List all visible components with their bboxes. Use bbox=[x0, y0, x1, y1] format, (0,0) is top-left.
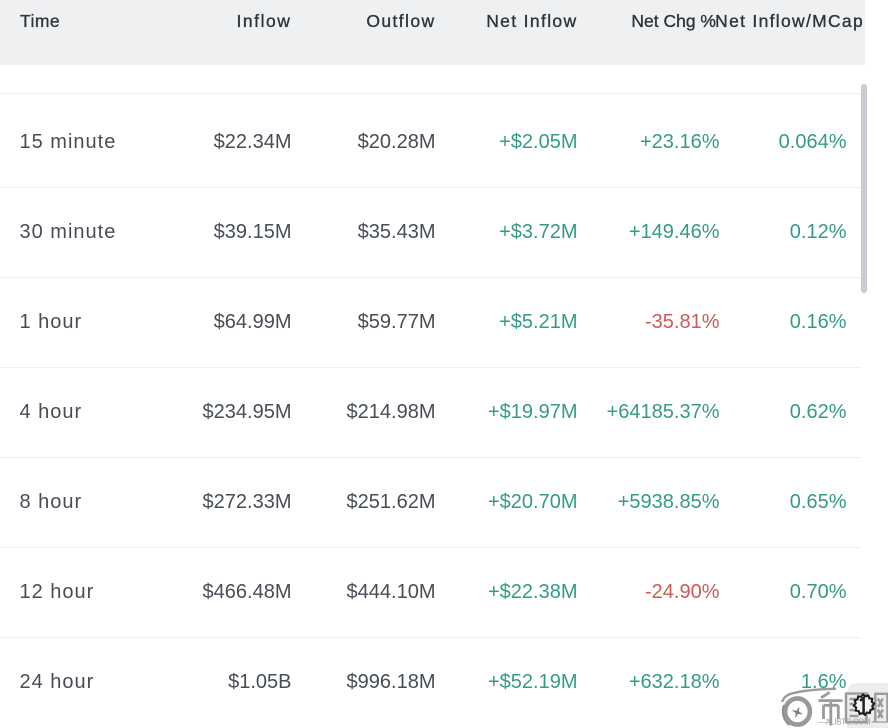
svg-text:—ALIBTC.COM: —ALIBTC.COM bbox=[818, 718, 870, 727]
